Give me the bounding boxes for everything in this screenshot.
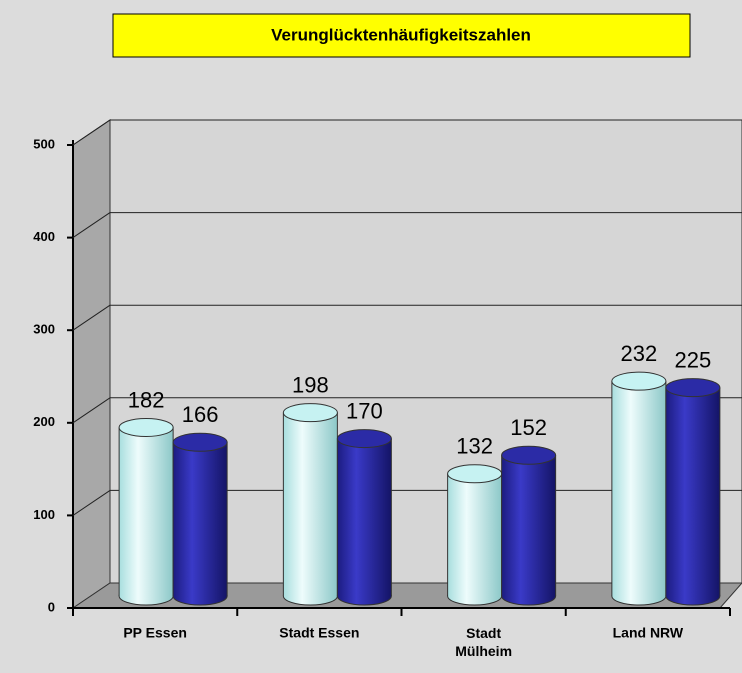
- grid-line: [72, 212, 111, 239]
- chart-title: Verunglücktenhäufigkeitszahlen: [271, 25, 531, 44]
- x-tick-label: Land NRW: [613, 625, 684, 641]
- title-box: [112, 13, 691, 58]
- side-wall: [72, 119, 111, 609]
- grid-line: [72, 489, 111, 516]
- cylinder-top: [501, 445, 557, 465]
- value-label: 225: [675, 347, 712, 372]
- bar: [119, 427, 174, 596]
- value-label: 170: [346, 398, 383, 423]
- bar: [337, 438, 392, 596]
- grid-line: [72, 119, 111, 146]
- grid-line: [72, 304, 111, 331]
- value-label: 132: [456, 434, 493, 459]
- bar: [501, 455, 556, 596]
- y-tick-label: 300: [33, 322, 55, 337]
- y-tick-label: 500: [33, 136, 55, 151]
- y-tick-label: 0: [48, 599, 55, 614]
- cylinder-top: [118, 417, 174, 437]
- value-label: 232: [621, 341, 658, 366]
- value-label: 182: [128, 387, 165, 412]
- bar: [447, 473, 502, 596]
- cylinder-top: [447, 464, 503, 484]
- y-tick-label: 400: [33, 229, 55, 244]
- cylinder-top: [172, 432, 228, 452]
- grid-line: [72, 397, 111, 424]
- x-tick-label: Stadt Mülheim: [455, 625, 512, 659]
- bar: [283, 412, 338, 596]
- cylinder-top: [611, 371, 667, 391]
- value-label: 152: [510, 415, 547, 440]
- y-tick-label: 200: [33, 414, 55, 429]
- x-tick-label-line: Mülheim: [455, 643, 512, 659]
- bar: [665, 387, 720, 596]
- bar: [173, 442, 228, 596]
- y-tick-label: 100: [33, 507, 55, 522]
- value-label: 198: [292, 372, 329, 397]
- cylinder-top: [336, 429, 392, 449]
- x-tick-label: Stadt Essen: [279, 625, 359, 641]
- value-label: 166: [182, 402, 219, 427]
- x-tick-label: PP Essen: [123, 625, 187, 641]
- cylinder-top: [282, 403, 338, 423]
- cylinder-top: [665, 378, 721, 398]
- x-tick-label-line: Stadt: [466, 625, 501, 641]
- bar: [611, 381, 666, 596]
